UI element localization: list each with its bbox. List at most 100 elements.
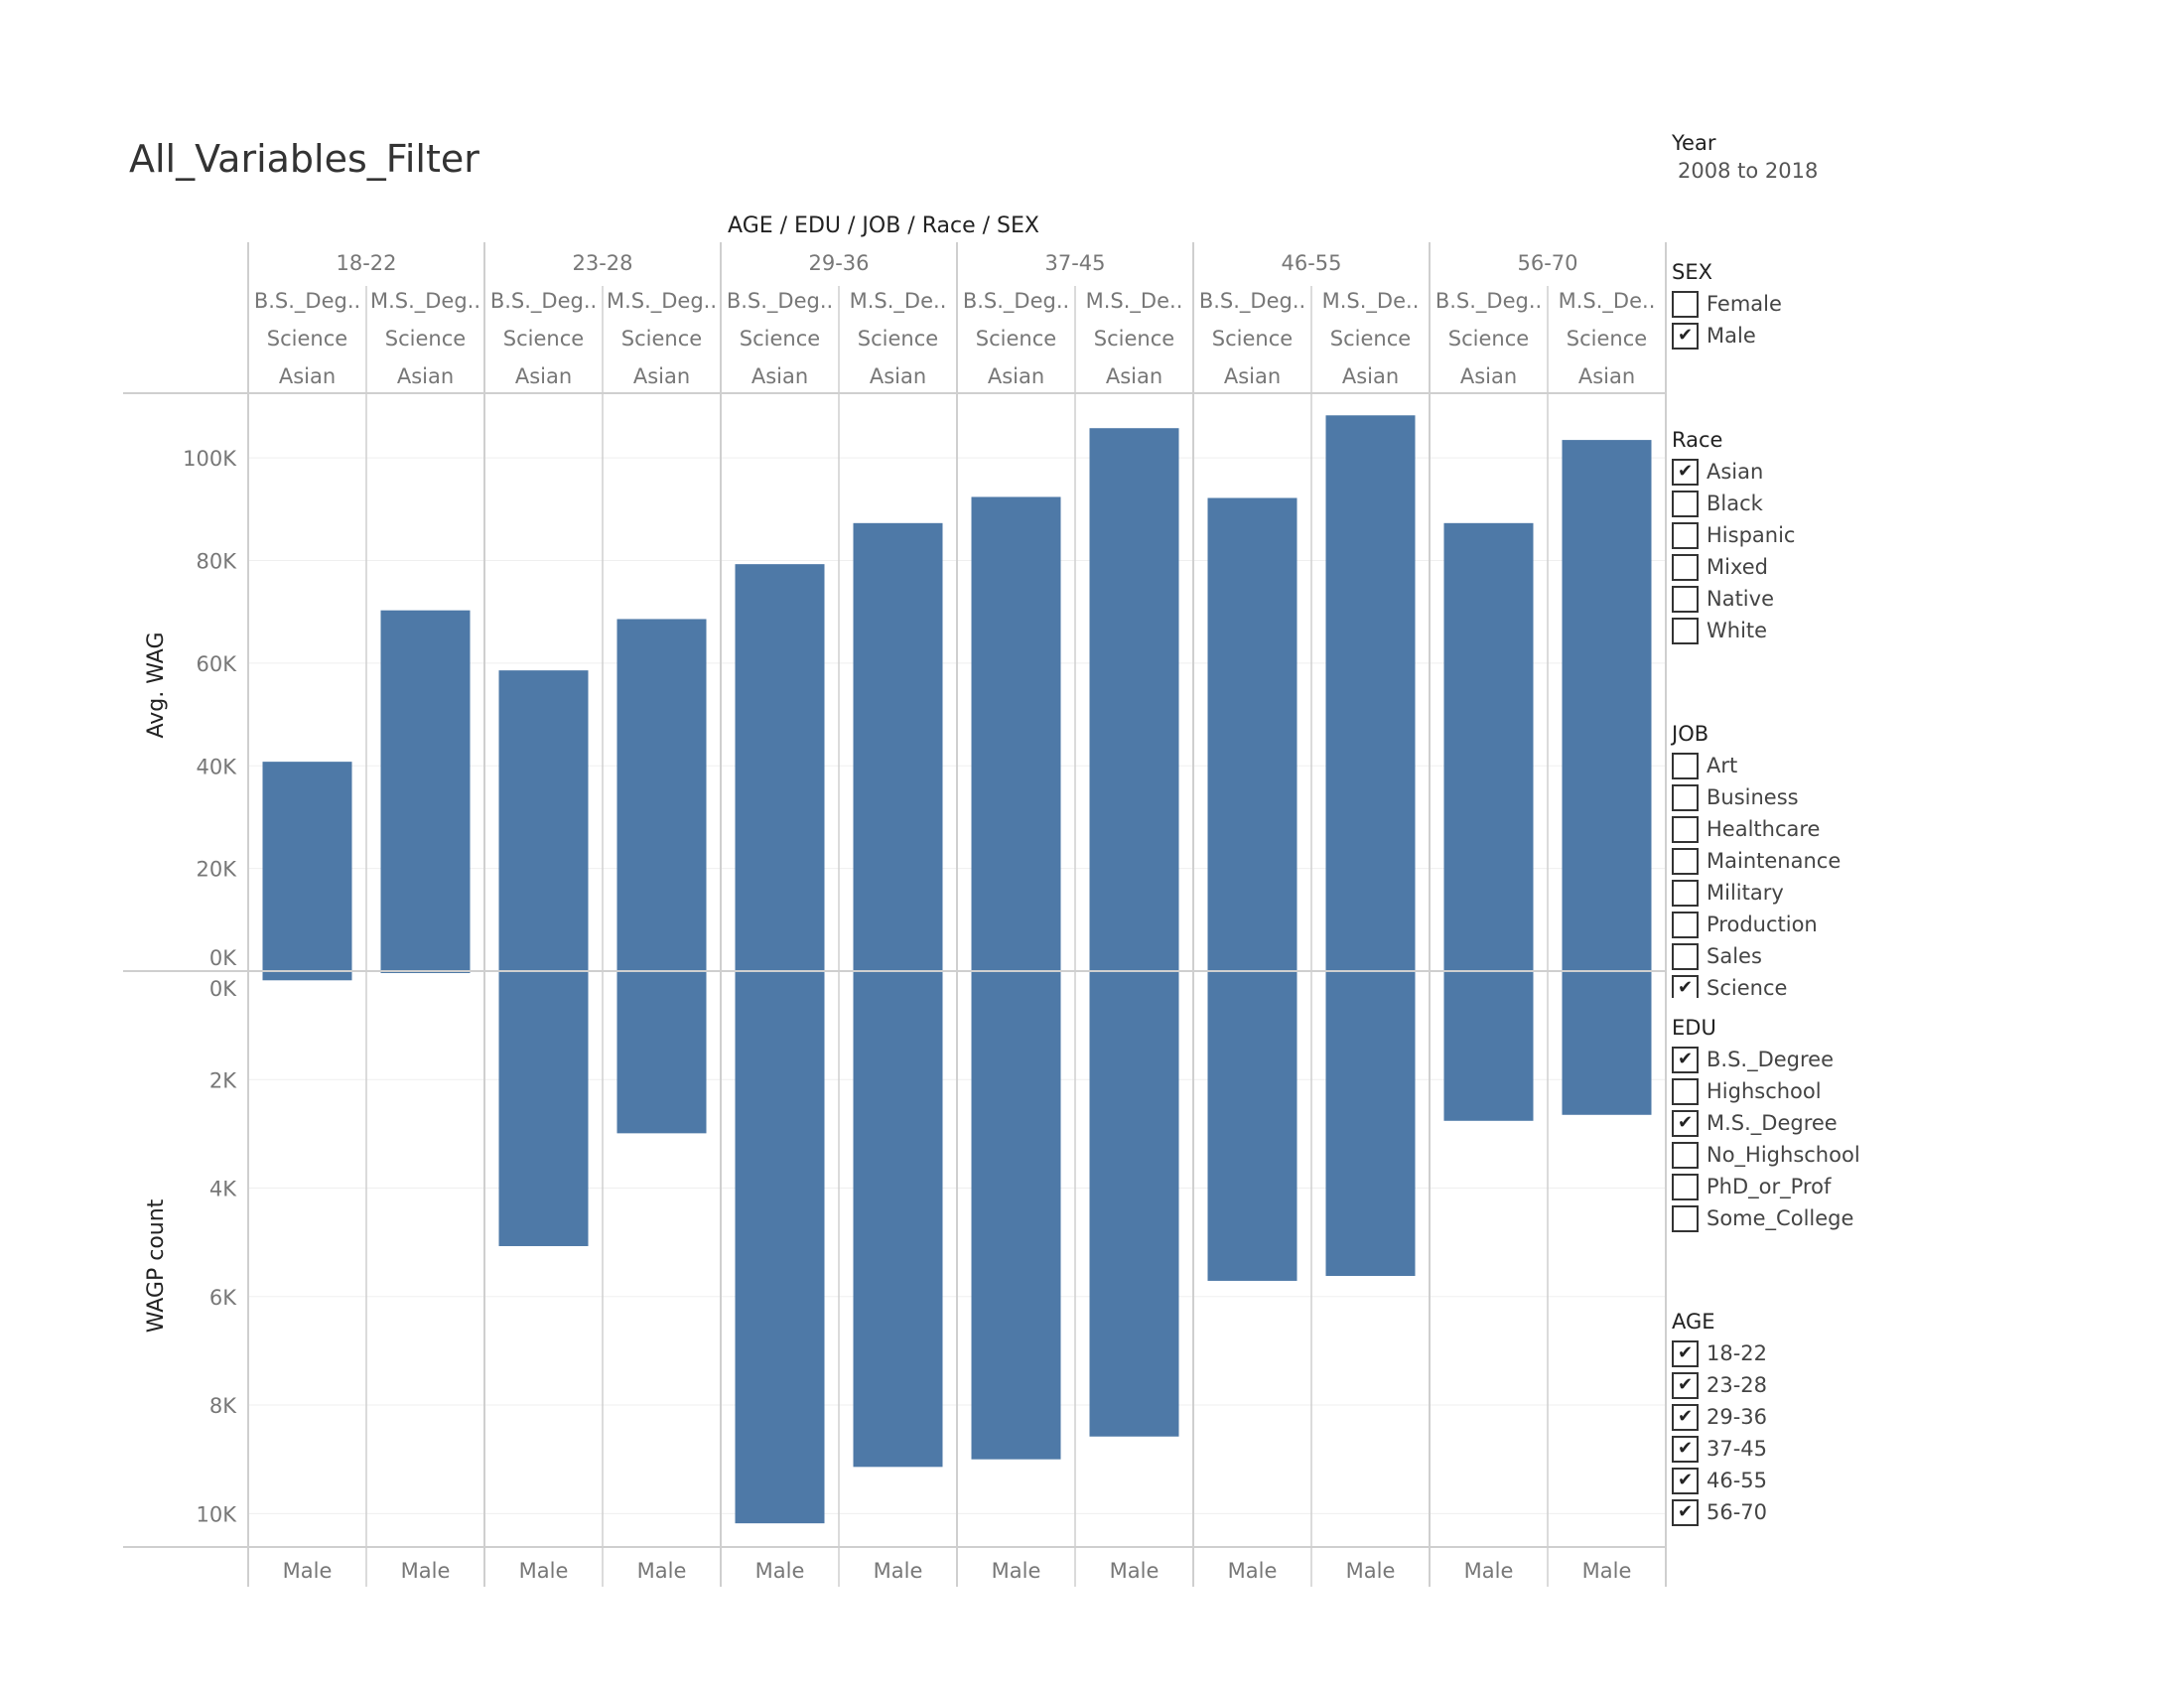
edu-label: M.S._De.. [1086,289,1183,314]
filter-option-label: 37-45 [1706,1437,1768,1461]
checkbox-unchecked-icon[interactable] [1672,942,1699,970]
job-label: Science [1094,327,1174,351]
filter-option-label: Male [1706,324,1756,348]
checkbox-checked-icon[interactable]: ✔ [1672,1467,1699,1494]
filter-option-age[interactable]: ✔ 23-28 [1672,1369,2138,1401]
checkbox-unchecked-icon[interactable] [1672,521,1699,549]
bar-wagp-count [1443,971,1534,1121]
filter-option-edu[interactable]: ✔ B.S._Degree [1672,1044,2138,1075]
checkbox-unchecked-icon[interactable] [1672,1141,1699,1169]
checkbox-unchecked-icon[interactable] [1672,553,1699,581]
filter-option-label: Business [1706,785,1799,809]
checkbox-unchecked-icon[interactable] [1672,1173,1699,1200]
filter-option-job[interactable]: Production [1672,909,2138,940]
filter-option-race[interactable]: White [1672,615,2138,646]
race-label: Asian [397,364,454,388]
checkbox-unchecked-icon[interactable] [1672,815,1699,843]
bar-avg-wag [1443,522,1534,971]
filter-option-job[interactable]: Healthcare [1672,813,2138,845]
checkbox-unchecked-icon[interactable] [1672,490,1699,517]
checkbox-checked-icon[interactable]: ✔ [1672,974,1699,998]
filter-option-label: PhD_or_Prof [1706,1175,1832,1198]
checkbox-checked-icon[interactable]: ✔ [1672,1371,1699,1399]
checkbox-checked-icon[interactable]: ✔ [1672,1403,1699,1431]
filter-option-sex[interactable]: Female [1672,288,2138,320]
filter-option-job[interactable]: Sales [1672,940,2138,972]
filter-option-edu[interactable]: ✔ M.S._Degree [1672,1107,2138,1139]
filter-option-job[interactable]: Art [1672,750,2138,781]
bar-wagp-count [616,971,707,1134]
year-filter[interactable]: Year 2008 to 2018 [1672,127,2138,183]
job-label: Science [1448,327,1529,351]
filter-option-race[interactable]: Hispanic [1672,519,2138,551]
checkbox-checked-icon[interactable]: ✔ [1672,1435,1699,1463]
checkbox-unchecked-icon[interactable] [1672,1077,1699,1105]
checkbox-unchecked-icon[interactable] [1672,879,1699,907]
checkbox-unchecked-icon[interactable] [1672,783,1699,811]
y-axis-title-top: Avg. WAG [144,633,169,739]
checkbox-checked-icon[interactable]: ✔ [1672,1339,1699,1367]
bar-wagp-count [1325,971,1416,1277]
filter-option-race[interactable]: ✔ Asian [1672,456,2138,488]
filter-option-edu[interactable]: Some_College [1672,1202,2138,1234]
checkbox-checked-icon[interactable]: ✔ [1672,1498,1699,1526]
filter-option-job[interactable]: Business [1672,781,2138,813]
checkbox-checked-icon[interactable]: ✔ [1672,322,1699,350]
sex-label: Male [283,1559,333,1583]
race-label: Asian [870,364,926,388]
checkbox-unchecked-icon[interactable] [1672,290,1699,318]
checkbox-unchecked-icon[interactable] [1672,847,1699,875]
edu-label: B.S._Deg.. [1199,289,1305,314]
filter-option-race[interactable]: Mixed [1672,551,2138,583]
checkbox-unchecked-icon[interactable] [1672,752,1699,779]
bar-wagp-count [735,971,825,1524]
edu-label: B.S._Deg.. [490,289,597,314]
job-filter-title: JOB [1672,722,1709,746]
filter-option-edu[interactable]: Highschool [1672,1075,2138,1107]
filter-option-edu[interactable]: No_Highschool [1672,1139,2138,1171]
filter-option-age[interactable]: ✔ 29-36 [1672,1401,2138,1433]
race-label: Asian [1224,364,1281,388]
filter-option-job[interactable]: Maintenance [1672,845,2138,877]
filter-option-job[interactable]: ✔ Science [1672,972,2138,998]
job-label: Science [740,327,820,351]
filter-option-job[interactable]: Military [1672,877,2138,909]
y-tick-label-bottom: 10K [197,1502,238,1526]
age-group-label: 18-22 [336,251,396,275]
y-tick-label-bottom: 2K [209,1068,237,1092]
filter-option-age[interactable]: ✔ 37-45 [1672,1433,2138,1465]
filter-option-sex[interactable]: ✔ Male [1672,320,2138,352]
age-group-label: 46-55 [1281,251,1341,275]
bar-wagp-count [262,971,352,981]
job-filter: JOB Art Business Healthcare Maintenance Mili… [1672,718,2138,998]
edu-label: M.S._Deg.. [607,289,717,314]
checkbox-checked-icon[interactable]: ✔ [1672,458,1699,486]
filter-option-label: B.S._Degree [1706,1048,1835,1071]
filter-option-age[interactable]: ✔ 56-70 [1672,1496,2138,1528]
filter-option-age[interactable]: ✔ 46-55 [1672,1465,2138,1496]
job-label: Science [621,327,702,351]
checkbox-unchecked-icon[interactable] [1672,911,1699,938]
filter-option-race[interactable]: Native [1672,583,2138,615]
filter-option-race[interactable]: Black [1672,488,2138,519]
checkbox-unchecked-icon[interactable] [1672,585,1699,613]
race-label: Asian [1342,364,1399,388]
year-range-value[interactable]: 2008 to 2018 [1678,159,1819,183]
filter-option-edu[interactable]: PhD_or_Prof [1672,1171,2138,1202]
sex-label: Male [874,1559,923,1583]
checkbox-checked-icon[interactable]: ✔ [1672,1046,1699,1073]
race-filter: Race ✔ Asian Black Hispanic Mixed Native White [1672,424,2138,646]
y-tick-label-bottom: 6K [209,1286,237,1310]
checkbox-unchecked-icon[interactable] [1672,1204,1699,1232]
y-tick-label-top: 60K [197,652,238,676]
filter-option-age[interactable]: ✔ 18-22 [1672,1337,2138,1369]
y-tick-label-top: 80K [197,550,238,574]
edu-label: M.S._De.. [1322,289,1420,314]
checkbox-checked-icon[interactable]: ✔ [1672,1109,1699,1137]
race-label: Asian [633,364,690,388]
checkbox-unchecked-icon[interactable] [1672,617,1699,644]
age-group-label: 37-45 [1044,251,1105,275]
sex-label: Male [1346,1559,1396,1583]
job-filter-list[interactable]: Art Business Healthcare Maintenance Military… [1672,750,2138,998]
sex-filter-list: Female ✔ Male [1672,288,2138,352]
